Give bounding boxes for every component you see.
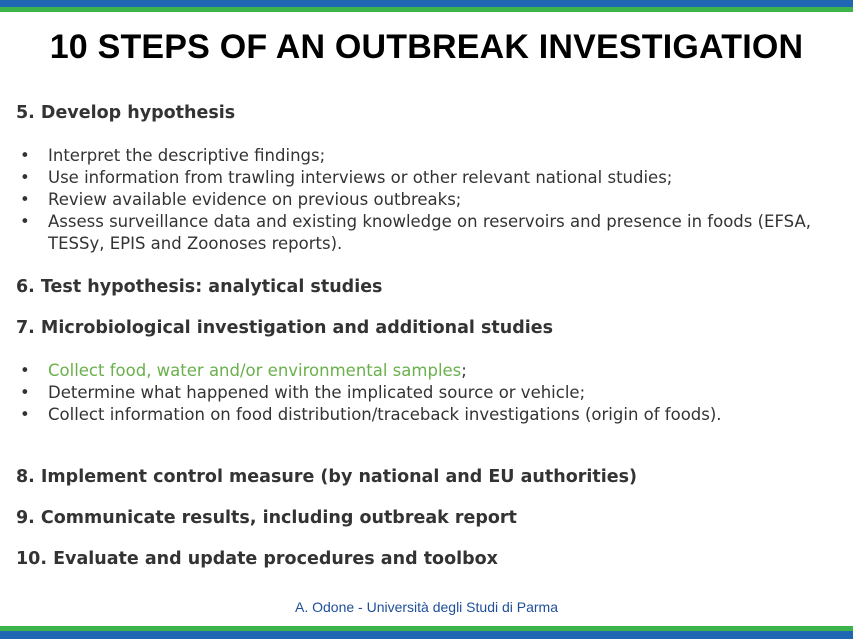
step7-bullet-list: Collect food, water and/or environmental… [18,360,722,426]
list-item: Collect food, water and/or environmental… [18,360,722,382]
footer-credit: A. Odone - Università degli Studi di Par… [294,599,558,615]
list-item: Collect information on food distribution… [18,404,722,426]
highlighted-text: Collect food, water and/or environmental… [48,361,462,380]
list-item: Assess surveillance data and existing kn… [18,211,811,233]
list-item: Determine what happened with the implica… [18,382,722,404]
top-blue-bar [0,0,853,7]
list-item: Review available evidence on previous ou… [18,189,811,211]
list-item-continuation-text: TESSy, EPIS and Zoonoses reports). [48,234,343,253]
list-item: Use information from trawling interviews… [18,167,811,189]
step6-heading: 6. Test hypothesis: analytical studies [16,277,383,297]
step7-heading: 7. Microbiological investigation and add… [16,318,554,338]
top-green-bar [0,7,853,12]
list-item-continuation: TESSy, EPIS and Zoonoses reports). [18,233,811,255]
bottom-green-bar [0,626,853,631]
bottom-blue-bar [0,631,853,639]
step5-bullet-list: Interpret the descriptive findings; Use … [18,145,811,255]
step10-heading: 10. Evaluate and update procedures and t… [16,549,498,569]
step9-heading: 9. Communicate results, including outbre… [16,508,517,528]
step8-heading: 8. Implement control measure (by nationa… [16,467,637,487]
list-item-punct: ; [461,361,467,380]
slide-title: 10 STEPS OF AN OUTBREAK INVESTIGATION [49,28,804,66]
step5-heading: 5. Develop hypothesis [16,103,236,123]
list-item: Interpret the descriptive findings; [18,145,811,167]
